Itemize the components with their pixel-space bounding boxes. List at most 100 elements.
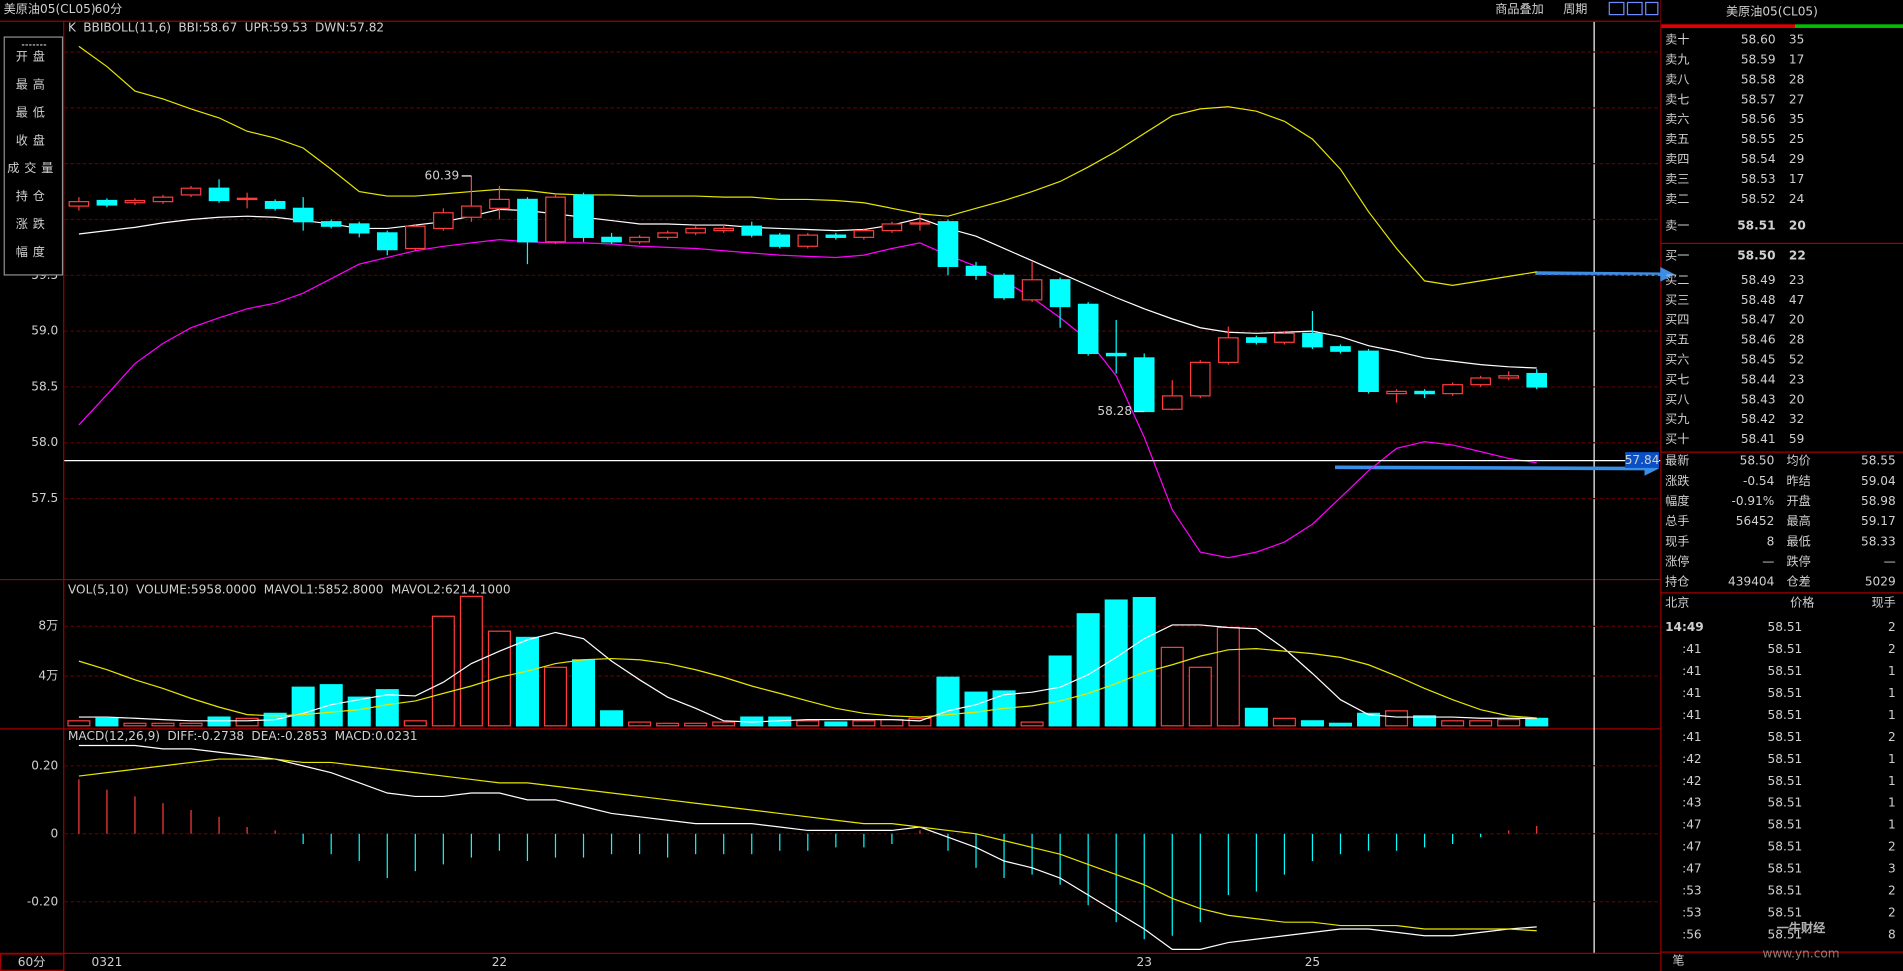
book-price: 58.52 [1741, 192, 1776, 206]
candle-body [461, 205, 482, 218]
legend-label: DIFF:-0.2738 [167, 729, 244, 743]
y-tick-label: 58.0 [31, 435, 58, 449]
legend-label: DWN:57.82 [315, 20, 384, 34]
high-annotation: 60.39 [425, 168, 460, 182]
legend-label: BBIBOLL(11,6) [83, 20, 171, 34]
tick-price: 58.51 [1768, 642, 1803, 656]
tick-volume: 2 [1888, 730, 1896, 744]
tick-price: 58.51 [1768, 840, 1803, 854]
volume-bar [179, 722, 203, 727]
axis-period: 60分 [18, 955, 46, 969]
candle-body [881, 223, 903, 232]
low-annotation: 58.28 [1097, 404, 1132, 418]
book-label: 卖三 [1665, 172, 1689, 186]
volume-bar [1076, 613, 1100, 727]
info-label: 开盘 [16, 49, 50, 64]
y-tick-label: 57.5 [31, 491, 58, 505]
y-tick-label: 0 [51, 826, 59, 840]
legend-label: UPR:59.53 [245, 20, 308, 34]
tick-time: :42 [1682, 774, 1702, 788]
candle-body [909, 222, 931, 225]
tick-volume: 2 [1888, 884, 1896, 898]
stat-label: 昨结 [1786, 474, 1810, 488]
watermark: 一牛财经 [1777, 920, 1826, 935]
candle-body [236, 197, 258, 201]
volume-bar [151, 722, 175, 727]
book-label: 买六 [1665, 353, 1689, 367]
candle-body [965, 265, 987, 276]
volume-bar [67, 720, 91, 727]
panel-title-bg [1660, 0, 1903, 25]
tick-time: :43 [1682, 796, 1702, 810]
volume-bar [235, 717, 259, 727]
overlay-button[interactable]: 商品叠加 [1495, 1, 1544, 16]
volume-bar [1272, 717, 1296, 727]
candle-body [124, 199, 146, 204]
volume-bar [291, 686, 315, 727]
volume-bar [852, 720, 876, 727]
book-price: 58.41 [1741, 432, 1776, 446]
volume-bar [600, 710, 624, 727]
candle-body [180, 187, 202, 196]
book-price: 58.59 [1741, 52, 1776, 66]
legend-label: VOLUME:5958.0000 [136, 582, 256, 596]
volume-bar [656, 722, 680, 727]
window-icon[interactable] [1645, 1, 1659, 16]
panel-title: 美原油05(CL05) [1726, 5, 1818, 19]
ticks-footer[interactable]: 笔 [1672, 953, 1684, 968]
book-label: 买七 [1665, 372, 1689, 386]
tick-time: 14:49 [1665, 620, 1704, 634]
volume-bar [908, 717, 932, 727]
indicator-line [78, 744, 1537, 950]
book-label: 卖十 [1665, 33, 1689, 47]
volume-bar [1132, 596, 1156, 727]
tick-price: 58.51 [1768, 928, 1803, 942]
volume-bar [1413, 715, 1437, 727]
candle-body [1161, 395, 1183, 410]
book-volume: 22 [1789, 249, 1806, 263]
book-price: 58.45 [1741, 353, 1776, 367]
info-label: 幅度 [16, 244, 50, 259]
volume-bar [1441, 720, 1465, 727]
indicator-line [78, 648, 1537, 719]
legend-label: MACD:0.0231 [335, 729, 418, 743]
book-volume: 32 [1789, 412, 1804, 426]
tick-time: :41 [1682, 730, 1702, 744]
tick-volume: 2 [1888, 906, 1896, 920]
candle-body [292, 207, 314, 223]
legend-label: BBI:58.67 [178, 20, 237, 34]
tick-price: 58.51 [1768, 862, 1803, 876]
tick-volume: 1 [1888, 796, 1896, 810]
stat-label: 跌停 [1786, 553, 1810, 568]
volume-bar [1385, 710, 1409, 727]
volume-bar [964, 691, 988, 727]
stat-label: 仓差 [1786, 575, 1810, 589]
candle-body [629, 236, 650, 243]
tick-price: 58.51 [1768, 796, 1803, 810]
info-label: 涨跌 [16, 216, 50, 231]
legend-label: MAVOL1:5852.8000 [264, 582, 384, 596]
tick-price: 58.51 [1768, 620, 1803, 634]
book-price: 58.42 [1741, 412, 1776, 426]
candle-body [1189, 361, 1211, 397]
book-label: 买二 [1665, 273, 1689, 287]
book-volume: 20 [1789, 392, 1804, 406]
legend-label: MACD(12,26,9) [68, 729, 160, 743]
candle-body [601, 236, 622, 243]
candle-body [1330, 346, 1351, 352]
book-price: 58.56 [1741, 112, 1776, 126]
tick-time: :47 [1682, 862, 1702, 876]
stat-label: 均价 [1786, 454, 1810, 468]
cycle-button[interactable]: 周期 [1563, 2, 1587, 16]
book-price: 58.46 [1741, 333, 1776, 347]
tick-volume: 1 [1888, 752, 1896, 766]
window-icon[interactable] [1608, 1, 1625, 16]
header-period: 60分 [95, 2, 123, 16]
book-label: 买五 [1665, 333, 1689, 347]
legend-label: MAVOL2:6214.1000 [391, 582, 511, 596]
window-icon[interactable] [1626, 1, 1643, 16]
tick-time: :56 [1682, 928, 1702, 942]
volume-bar [459, 595, 483, 727]
book-label: 卖六 [1665, 112, 1689, 126]
